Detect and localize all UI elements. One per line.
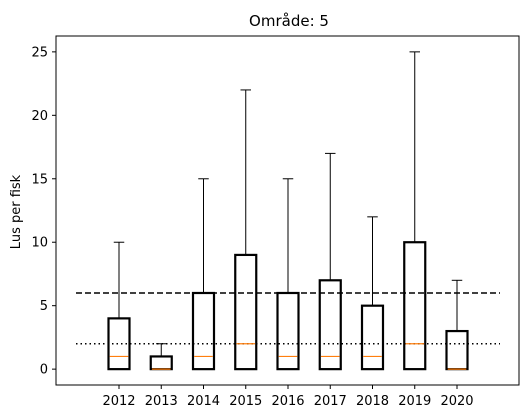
box-body (107, 317, 131, 371)
box-2020 (445, 279, 469, 371)
box-body (149, 355, 173, 371)
x-tick-label: 2018 (356, 394, 389, 407)
x-ticks: 2012 2013 2014 2015 2016 2017 2018 2019 2020 (102, 385, 474, 407)
box-2016 (276, 178, 300, 371)
x-tick-label: 2015 (229, 394, 262, 407)
boxes-group (107, 51, 469, 371)
box-body (234, 253, 258, 371)
y-tick-label: 25 (31, 45, 48, 60)
x-tick-label: 2013 (145, 394, 178, 407)
reference-lines (76, 292, 500, 345)
x-tick-label: 2017 (314, 394, 347, 407)
y-tick-label: 20 (31, 109, 48, 124)
box-2013 (149, 343, 173, 371)
box-2017 (318, 152, 342, 371)
y-axis-label: Lus per fisk (9, 174, 24, 249)
box-body (360, 304, 385, 371)
box-2019 (403, 51, 427, 371)
box-body (403, 241, 427, 371)
x-tick-label: 2019 (398, 394, 431, 407)
box-2014 (191, 178, 216, 371)
x-tick-label: 2016 (271, 394, 304, 407)
box-body (191, 291, 216, 371)
y-tick-label: 5 (40, 299, 48, 314)
x-tick-label: 2012 (102, 394, 135, 407)
y-ticks: 0 5 10 15 20 25 (31, 45, 56, 378)
box-2018 (360, 216, 385, 371)
chart-title: Område: 5 (249, 12, 329, 30)
box-2015 (234, 89, 258, 371)
y-tick-label: 15 (31, 172, 48, 187)
box-body (276, 291, 300, 371)
box-body (445, 329, 469, 371)
x-tick-label: 2020 (440, 394, 473, 407)
box-body (318, 279, 342, 371)
y-tick-label: 10 (31, 236, 48, 251)
y-tick-label: 0 (40, 363, 48, 378)
box-2012 (107, 241, 131, 371)
x-tick-label: 2014 (187, 394, 220, 407)
